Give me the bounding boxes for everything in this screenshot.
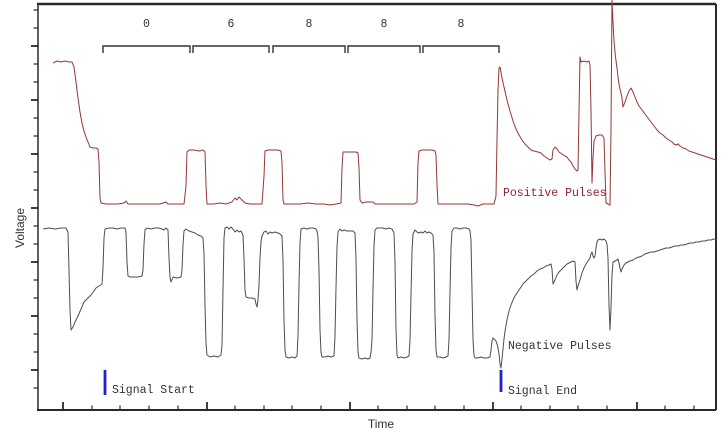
- x-axis-ticks: [62, 402, 695, 410]
- signal-start-marker: [103, 370, 107, 395]
- pulse-count-brackets: 0 6 8 8 8: [102, 18, 500, 53]
- pulse-count-bracket: [192, 45, 270, 53]
- signal-markers: [103, 370, 503, 395]
- waveform-series: [42, 0, 717, 369]
- text-annotations: Positive Pulses Negative Pulses Signal Sta…: [112, 187, 612, 398]
- y-axis-label: Voltage: [13, 208, 27, 248]
- pulse-count-label: 8: [306, 18, 313, 31]
- signal-end-marker: [499, 370, 503, 392]
- series-negative-pulses: [42, 226, 716, 369]
- pulse-count-bracket: [422, 45, 500, 53]
- pulse-count-bracket: [272, 45, 346, 53]
- pulse-count-label: 0: [143, 18, 150, 31]
- x-axis-label: Time: [368, 417, 395, 431]
- positive-pulses-label: Positive Pulses: [503, 187, 607, 200]
- pulse-count-bracket: [347, 45, 421, 53]
- signal-end-label: Signal End: [508, 385, 577, 398]
- pulse-count-label: 8: [381, 18, 388, 31]
- pulse-count-bracket: [102, 45, 191, 53]
- signal-start-label: Signal Start: [112, 384, 195, 397]
- pulse-count-label: 6: [228, 18, 235, 31]
- negative-pulses-label: Negative Pulses: [508, 340, 612, 353]
- pulse-count-label: 8: [458, 18, 465, 31]
- y-axis-ticks: [31, 9, 38, 389]
- series-positive-pulses: [52, 0, 717, 207]
